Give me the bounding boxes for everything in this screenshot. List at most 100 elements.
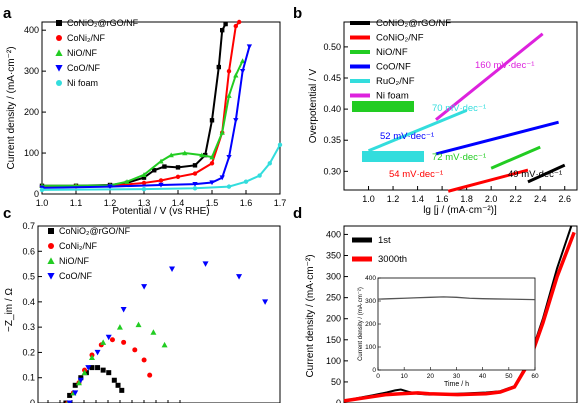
- legend-label: CoNiO₂/NF: [376, 33, 424, 44]
- data-point: [135, 321, 142, 328]
- tafel-line: [447, 168, 529, 193]
- data-point: [72, 390, 79, 396]
- inset-x-tick-label: 20: [427, 373, 435, 380]
- data-point: [209, 161, 215, 166]
- data-point: [78, 375, 84, 381]
- panel-b-ylabel: Overpotential / V: [308, 68, 319, 143]
- x-tick-label: 1.2: [104, 198, 117, 208]
- data-point: [116, 324, 123, 330]
- series-line: [42, 60, 244, 187]
- data-point: [209, 154, 215, 160]
- legend-marker: [56, 20, 62, 26]
- data-point: [81, 369, 88, 376]
- data-point: [75, 379, 82, 386]
- data-point: [257, 173, 262, 178]
- data-point: [226, 68, 232, 74]
- y-tick-label: 0.5: [22, 272, 35, 282]
- tafel-line: [527, 163, 566, 184]
- data-point: [121, 339, 127, 345]
- x-tick-label: 1.4: [172, 198, 185, 208]
- series-line: [41, 46, 251, 189]
- data-point: [106, 370, 112, 376]
- data-point: [262, 299, 269, 305]
- data-point: [239, 58, 246, 64]
- data-point: [226, 154, 232, 160]
- data-point: [115, 382, 121, 388]
- data-point: [88, 354, 95, 360]
- legend-label: CoNiO₂@rGO/NF: [59, 226, 131, 236]
- y-tick-label: 300: [24, 66, 39, 76]
- data-point: [147, 372, 153, 378]
- inset-line: [377, 296, 536, 301]
- data-point: [236, 274, 243, 280]
- data-point: [192, 163, 198, 168]
- data-point: [226, 93, 232, 98]
- legend-marker: [47, 257, 55, 264]
- panel-label-a: a: [3, 5, 12, 22]
- y-tick-label: 200: [326, 314, 341, 324]
- data-point: [39, 187, 45, 193]
- data-point: [175, 174, 181, 179]
- tafel-label-conio2: 54 mV·dec⁻¹: [389, 169, 443, 180]
- legend-label: CoNiO₂@rGO/NF: [67, 18, 139, 28]
- data-point: [111, 377, 117, 383]
- panel-label-d: d: [293, 205, 302, 222]
- x-tick-label: 2.6: [558, 194, 571, 204]
- x-tick-label: 1.0: [36, 198, 49, 208]
- y-tick-label: 350: [326, 251, 341, 261]
- panel-a-xlabel: Potential / V (vs RHE): [112, 206, 209, 217]
- x-tick-label: 1.6: [240, 198, 253, 208]
- data-point: [132, 347, 138, 353]
- legend-label: 3000th: [378, 254, 407, 265]
- legend-label: RuO₂/NF: [376, 76, 415, 87]
- legend-marker: [56, 35, 62, 41]
- panel-b-green-block: [352, 101, 414, 112]
- legend-label: CoNi₂/NF: [59, 241, 97, 251]
- data-point: [89, 365, 95, 371]
- x-tick-label: 1.4: [411, 194, 424, 204]
- legend-label: NiO/NF: [59, 256, 89, 266]
- y-tick-label: 250: [326, 293, 341, 303]
- panel-c: 0 0.1 0.2 0.3 0.4 0.5 0.6 0.7 CoNiO₂@rGO/NF CoNi…: [4, 221, 281, 403]
- data-point: [100, 339, 107, 345]
- data-point: [192, 186, 198, 191]
- inset-y-tick-label: 100: [365, 344, 376, 351]
- x-tick-label: 1.0: [362, 194, 375, 204]
- panel-b-frame: [343, 21, 578, 191]
- legend-label: CoNiO₂@rGO/NF: [376, 18, 451, 29]
- data-point: [152, 168, 157, 173]
- legend-marker: [48, 243, 54, 249]
- y-tick-label: 0.35: [323, 135, 341, 145]
- data-point: [237, 19, 242, 25]
- data-point: [182, 150, 188, 156]
- data-point: [216, 64, 221, 70]
- y-tick-label: 0.30: [323, 166, 341, 176]
- tafel-line: [435, 32, 544, 121]
- x-tick-label: 1.6: [436, 194, 449, 204]
- tafel-label-ni-foam: 160 mV·dec⁻¹: [475, 60, 534, 71]
- data-point: [209, 180, 215, 186]
- data-point: [192, 181, 198, 187]
- data-point: [100, 367, 106, 373]
- y-tick-label: 150: [326, 335, 341, 345]
- data-point: [223, 21, 228, 27]
- inset-xlabel: Time / h: [444, 381, 469, 388]
- legend-label: CoNi₂/NF: [67, 33, 105, 43]
- y-tick-label: 0.2: [22, 347, 35, 357]
- legend-label: CoO/NF: [376, 62, 411, 73]
- x-tick-label: 1.8: [460, 194, 473, 204]
- x-tick-label: 1.1: [70, 198, 83, 208]
- data-point: [209, 118, 215, 123]
- legend-label: NiO/NF: [67, 48, 97, 58]
- data-point: [83, 370, 89, 376]
- panel-a-ylabel: Current density / (mA·cm⁻²): [6, 46, 17, 169]
- data-point: [119, 387, 125, 393]
- data-point: [233, 72, 239, 78]
- inset-y-tick-label: 300: [365, 298, 376, 305]
- data-point: [150, 329, 157, 335]
- data-point: [105, 334, 112, 341]
- y-tick-label: 0: [34, 189, 39, 199]
- legend-marker: [48, 228, 54, 234]
- x-tick-label: 1.3: [138, 198, 151, 208]
